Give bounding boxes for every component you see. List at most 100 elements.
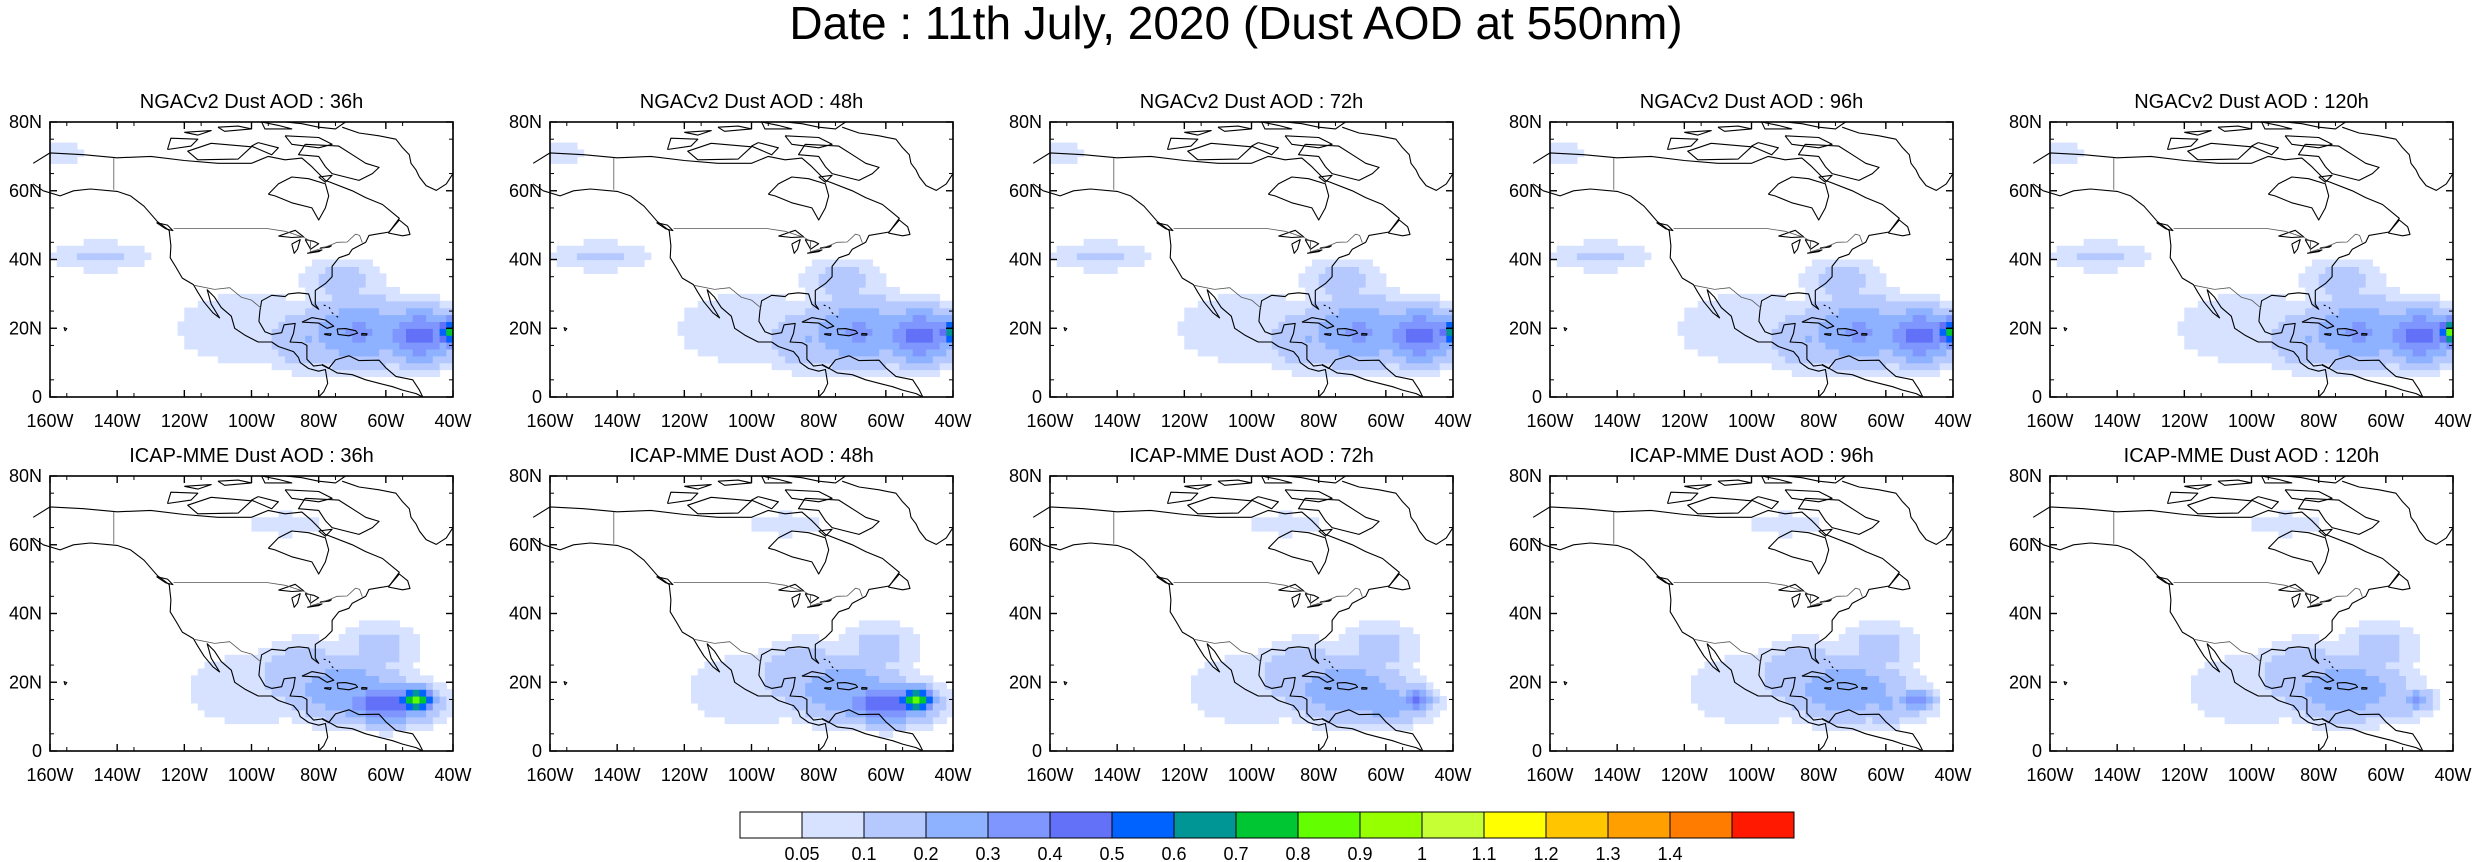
aod-cell xyxy=(258,517,266,525)
aod-cell xyxy=(406,314,414,322)
aod-cell xyxy=(1285,702,1293,711)
aod-cell xyxy=(1879,654,1887,663)
aod-cell xyxy=(805,348,813,357)
aod-cell xyxy=(1744,675,1753,683)
aod-cell xyxy=(258,524,266,532)
aod-cell xyxy=(1224,335,1232,343)
aod-cell xyxy=(2251,307,2259,316)
aod-cell xyxy=(385,342,394,350)
aod-cell xyxy=(852,696,860,704)
aod-cell xyxy=(285,300,293,309)
aod-cell xyxy=(1291,647,1300,656)
aod-cell xyxy=(264,348,273,357)
aod-cell xyxy=(899,696,907,704)
aod-cell xyxy=(117,259,125,267)
aod-cell xyxy=(852,634,860,642)
aod-cell xyxy=(1211,709,1219,718)
aod-cell xyxy=(1258,355,1266,364)
aod-cell xyxy=(399,348,407,357)
aod-cell xyxy=(2144,252,2152,261)
aod-cell xyxy=(1832,335,1840,343)
aod-cell xyxy=(224,702,232,711)
aod-cell xyxy=(1798,314,1806,322)
aod-cell xyxy=(1704,702,1712,711)
aod-cell xyxy=(2338,307,2347,316)
aod-cell xyxy=(385,287,394,295)
aod-cell xyxy=(717,689,726,697)
y-tick-label: 80N xyxy=(509,112,542,132)
aod-cell xyxy=(724,348,732,357)
aod-cell xyxy=(1325,300,1333,309)
aod-cell xyxy=(258,348,266,357)
aod-cell xyxy=(2244,689,2253,697)
aod-cell xyxy=(1859,321,1867,329)
aod-cell xyxy=(1885,287,1894,295)
aod-cell xyxy=(1892,314,1900,322)
aod-cell xyxy=(372,668,380,676)
aod-cell xyxy=(1865,675,1873,683)
aod-cell xyxy=(1751,689,1759,697)
aod-cell xyxy=(798,675,806,683)
aod-cell xyxy=(2278,696,2286,704)
aod-cell xyxy=(751,293,759,302)
aod-cell xyxy=(1318,348,1326,357)
aod-cell xyxy=(332,273,340,281)
aod-cell xyxy=(832,348,840,357)
aod-cell xyxy=(1197,321,1206,329)
aod-cell xyxy=(1919,696,1927,704)
y-tick-label: 0 xyxy=(2032,387,2042,407)
aod-cell xyxy=(318,654,326,663)
aod-cell xyxy=(1392,627,1400,635)
aod-cell xyxy=(1217,689,1226,697)
aod-cell xyxy=(325,723,333,731)
aod-cell xyxy=(1630,252,1638,261)
aod-cell xyxy=(224,348,232,357)
aod-cell xyxy=(2432,362,2441,371)
aod-cell xyxy=(1724,307,1732,316)
aod-cell xyxy=(379,328,387,336)
aod-cell xyxy=(1738,307,1746,316)
aod-cell xyxy=(1811,266,1820,274)
aod-cell xyxy=(197,348,206,357)
aod-cell xyxy=(1311,661,1320,670)
aod-cell xyxy=(439,328,447,336)
aod-cell xyxy=(885,627,894,635)
aod-cell xyxy=(298,273,306,281)
aod-cell xyxy=(2399,369,2407,377)
aod-cell xyxy=(1926,335,1934,343)
aod-cell xyxy=(1439,355,1447,364)
aod-cell xyxy=(2392,314,2400,322)
aod-cell xyxy=(1899,647,1907,656)
aod-cell xyxy=(1379,709,1387,718)
aod-cell xyxy=(177,328,185,336)
aod-cell xyxy=(818,287,826,295)
aod-cell xyxy=(1885,723,1894,731)
aod-cell xyxy=(345,362,353,371)
aod-cell xyxy=(811,280,820,288)
aod-cell xyxy=(1432,362,1441,371)
aod-cell xyxy=(2392,307,2400,316)
aod-cell xyxy=(271,342,279,350)
aod-cell xyxy=(1298,668,1306,676)
aod-cell xyxy=(852,654,860,663)
aod-cell xyxy=(1318,342,1326,350)
aod-cell xyxy=(1097,238,1105,247)
aod-cell xyxy=(1278,641,1286,649)
aod-cell xyxy=(1811,307,1820,316)
aod-cell xyxy=(1885,314,1894,322)
aod-cell xyxy=(1764,355,1773,364)
aod-cell xyxy=(1838,689,1847,697)
aod-cell xyxy=(244,675,253,683)
aod-cell xyxy=(1446,348,1454,357)
aod-cell xyxy=(932,702,941,711)
aod-cell xyxy=(1399,369,1407,377)
aod-cell xyxy=(1365,328,1373,336)
aod-cell xyxy=(832,689,840,697)
aod-cell xyxy=(1305,634,1313,642)
aod-cell xyxy=(426,702,434,711)
aod-cell xyxy=(1251,300,1259,309)
aod-cell xyxy=(1805,641,1813,649)
aod-cell xyxy=(932,369,941,377)
aod-cell xyxy=(751,661,759,670)
